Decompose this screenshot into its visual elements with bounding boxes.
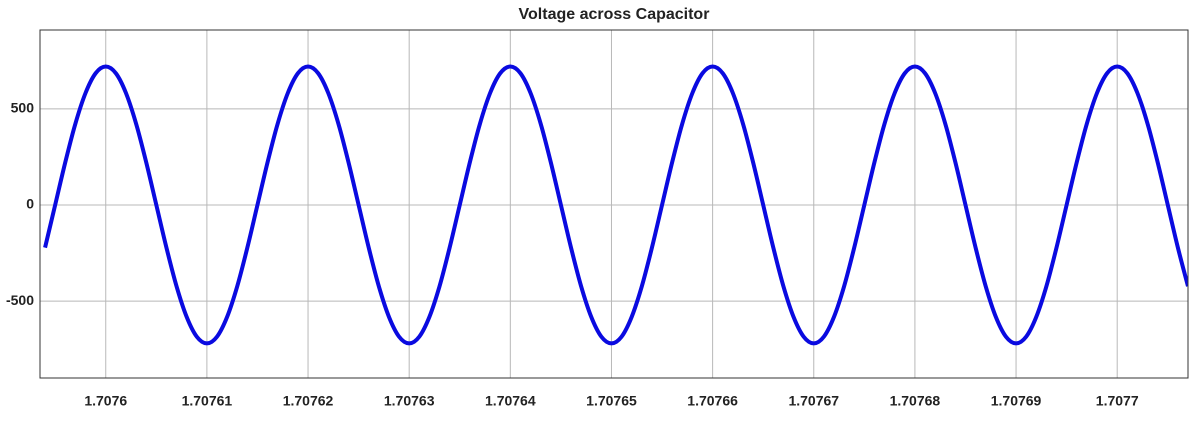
x-tick-label: 1.70766 — [687, 393, 738, 409]
y-tick-label: 500 — [11, 100, 35, 116]
x-tick-label: 1.70767 — [788, 393, 839, 409]
x-tick-label: 1.70768 — [890, 393, 941, 409]
x-tick-label: 1.70764 — [485, 393, 536, 409]
x-tick-label: 1.70763 — [384, 393, 435, 409]
x-tick-label: 1.70769 — [991, 393, 1042, 409]
x-tick-label: 1.70762 — [283, 393, 334, 409]
x-tick-label: 1.7076 — [84, 393, 127, 409]
plot-frame — [39, 29, 1189, 379]
data-line — [43, 64, 1188, 346]
chart-title: Voltage across Capacitor — [519, 6, 710, 23]
x-tick-label: 1.70761 — [182, 393, 233, 409]
y-tick-label: -500 — [6, 292, 34, 308]
x-tick-label: 1.7077 — [1096, 393, 1139, 409]
y-tick-label: 0 — [26, 196, 34, 212]
x-tick-label: 1.70765 — [586, 393, 637, 409]
